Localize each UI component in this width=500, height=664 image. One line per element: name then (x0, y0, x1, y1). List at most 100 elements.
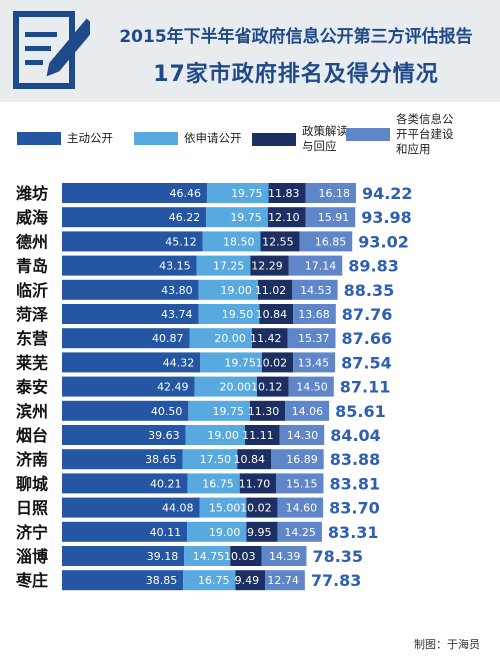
city-label: 淄博 (16, 547, 48, 566)
total-score-label: 87.76 (342, 305, 393, 324)
bar-segment (62, 473, 188, 494)
city-label: 德州 (16, 232, 48, 251)
city-label: 潍坊 (16, 184, 48, 203)
bar-segment (293, 352, 336, 373)
bar-segment (206, 183, 269, 203)
legend: 主动公开 依申请公开 政策解读 与回应 各类信息公 开平台建设 和应用 (0, 102, 500, 174)
segment-value-label: 13.45 (298, 356, 330, 369)
city-label: 聊城 (16, 474, 48, 493)
segment-value-label: 14.30 (287, 429, 319, 442)
segment-value-label: 46.46 (169, 187, 201, 200)
total-score-label: 87.66 (341, 329, 392, 348)
bar-segment (285, 400, 330, 421)
bar-segment (288, 376, 334, 397)
segment-value-label: 43.80 (161, 284, 193, 297)
segment-value-label: 10.02 (240, 502, 272, 515)
bar-segment (305, 183, 356, 203)
segment-value-label: 16.89 (286, 453, 318, 466)
segment-value-label: 19.00 (220, 284, 252, 297)
bar-segment (62, 400, 189, 421)
bar-segment (200, 352, 262, 373)
bar-segment (249, 400, 286, 421)
bar-segment (287, 328, 336, 349)
bar-segment (299, 231, 353, 252)
segment-value-label: 19.75 (230, 211, 262, 224)
chart-credit: 制图：于海员 (414, 638, 480, 651)
total-score-label: 89.83 (348, 257, 399, 276)
segment-value-label: 12.55 (262, 235, 294, 248)
bar-segment (198, 279, 258, 300)
segment-value-label: 10.84 (256, 308, 288, 321)
city-label: 青岛 (16, 257, 48, 276)
bar-segment (62, 183, 207, 203)
legend-item-policy-interpretation: 政策解读 与回应 (252, 124, 348, 154)
legend-item-on-request: 依申请公开 (134, 131, 242, 146)
segment-value-label: 38.85 (146, 574, 178, 587)
bar-segment (305, 207, 356, 228)
bar-segment (187, 473, 240, 494)
city-label: 菏泽 (16, 305, 48, 324)
segment-value-label: 12.29 (251, 260, 283, 273)
segment-value-label: 44.32 (163, 356, 195, 369)
bar-segment (265, 570, 305, 591)
bar-segment (188, 400, 250, 421)
bar-segment (288, 255, 343, 276)
segment-value-label: 14.60 (286, 502, 318, 515)
segment-value-label: 39.63 (148, 429, 180, 442)
legend-swatch (346, 128, 390, 141)
segment-value-label: 11.02 (255, 284, 287, 297)
total-score-label: 88.35 (344, 281, 395, 300)
legend-label: 依申请公开 (184, 131, 242, 145)
segment-value-label: 14.50 (296, 381, 328, 394)
bar-segment (62, 304, 199, 324)
bar-segment (182, 449, 238, 470)
bar-segment (62, 352, 201, 373)
segment-value-label: 40.87 (152, 332, 184, 345)
segment-value-label: 19.00 (207, 429, 239, 442)
segment-value-label: 15.00 (209, 502, 241, 515)
segment-value-label: 11.83 (268, 187, 300, 200)
segment-value-label: 14.39 (269, 550, 301, 563)
bar-segment (261, 546, 307, 566)
segment-value-label: 15.91 (318, 211, 350, 224)
segment-value-label: 16.75 (202, 477, 234, 490)
bar-segment (189, 328, 252, 349)
legend-item-proactive: 主动公开 (17, 131, 113, 146)
legend-swatch (134, 132, 178, 145)
segment-value-label: 14.75 (193, 550, 225, 563)
bar-segment (62, 279, 199, 300)
segment-value-label: 17.25 (213, 260, 245, 273)
bar-segment (62, 376, 195, 397)
segment-value-label: 10.84 (234, 453, 266, 466)
segment-value-label: 19.75 (231, 187, 263, 200)
bar-segment (251, 328, 288, 349)
bar-segment (237, 449, 272, 470)
bar-segment (246, 497, 278, 518)
segment-value-label: 42.49 (157, 381, 189, 394)
total-score-label: 83.81 (329, 474, 380, 493)
bar-segment (183, 570, 236, 591)
bar-segment (62, 207, 207, 228)
segment-value-label: 11.11 (242, 429, 274, 442)
bar-segment (185, 425, 245, 445)
segment-value-label: 17.14 (305, 260, 337, 273)
bar-segment (268, 183, 306, 203)
segment-value-label: 15.37 (298, 332, 330, 345)
bar-segment (292, 279, 338, 300)
segment-value-label: 43.15 (159, 260, 191, 273)
segment-value-label: 14.06 (292, 405, 324, 418)
total-score-label: 94.22 (362, 184, 413, 203)
bar-segment (271, 449, 324, 470)
total-score-label: 83.70 (329, 499, 380, 518)
segment-value-label: 38.65 (145, 453, 177, 466)
total-score-label: 83.31 (328, 523, 379, 542)
segment-value-label: 9.95 (247, 526, 272, 539)
bar-segment (277, 497, 324, 518)
segment-value-label: 10.03 (224, 550, 256, 563)
legend-swatch (252, 132, 296, 146)
bar-segment (279, 425, 325, 445)
bar-segment (199, 497, 247, 518)
legend-label: 主动公开 (67, 131, 113, 145)
bar-segment (62, 231, 203, 252)
bar-segment (239, 473, 277, 494)
